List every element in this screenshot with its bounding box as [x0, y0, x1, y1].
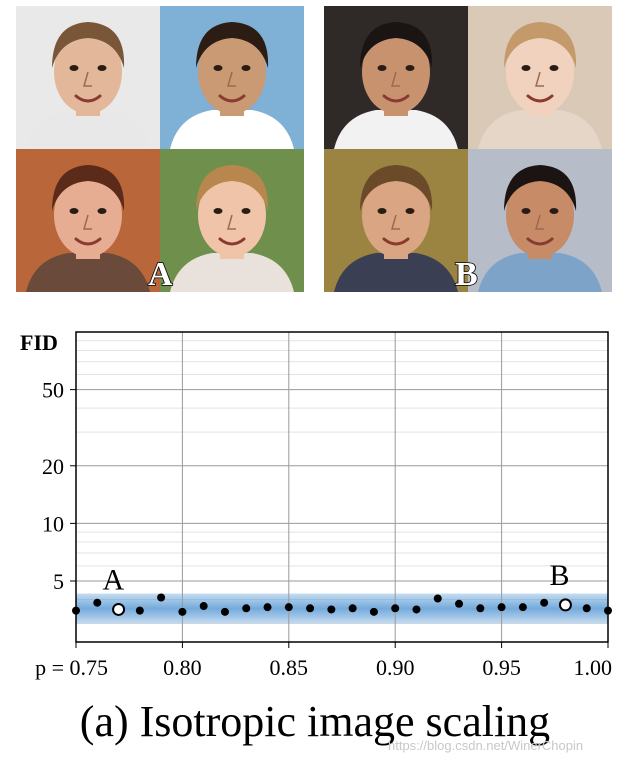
- data-point: [476, 604, 485, 613]
- data-point: [327, 605, 336, 614]
- x-tick-label: 0.90: [376, 655, 415, 680]
- grid-a-face-image-1: [16, 6, 160, 149]
- data-point: [455, 599, 464, 608]
- data-point: [93, 598, 102, 607]
- highlighted-data-point: [112, 602, 126, 616]
- data-point: [199, 602, 208, 611]
- fid-chart: 5 10 20 50 p = 0.75 0.80 0.85 0.90 0.95 1.00 FID A B: [20, 330, 613, 680]
- grid-b-face-image-1: [324, 6, 468, 149]
- point-annotation: A: [103, 563, 125, 596]
- grid-a-face-image-2: [160, 6, 304, 149]
- y-tick-label: 50: [42, 378, 64, 403]
- grid-a-face-image-3: [16, 149, 160, 292]
- grid-a-label: A: [147, 256, 173, 293]
- highlighted-data-point: [558, 598, 572, 612]
- y-tick-label: 5: [53, 569, 64, 594]
- watermark-text: https://blog.csdn.net/WinerChopin: [388, 738, 584, 753]
- y-axis-label: FID: [20, 330, 58, 355]
- data-point: [178, 607, 187, 616]
- fid-band: [76, 593, 608, 624]
- x-tick-label: p = 0.75: [35, 655, 108, 680]
- data-point: [157, 593, 166, 602]
- image-grid-b: [324, 6, 612, 292]
- x-tick-label: 0.95: [482, 655, 521, 680]
- data-point: [369, 607, 378, 616]
- data-point: [242, 604, 251, 613]
- data-point: [518, 603, 527, 612]
- data-point: [604, 606, 612, 615]
- y-tick-label: 20: [42, 454, 64, 479]
- data-point: [497, 603, 506, 612]
- grid-b-label: B: [454, 256, 478, 293]
- grid-b-face-image-3: [324, 149, 468, 292]
- grid-a-face-image-4: [160, 149, 304, 292]
- image-grid-a: [16, 6, 304, 292]
- data-point: [135, 606, 144, 615]
- x-tick-label: 1.00: [574, 655, 613, 680]
- x-tick-label: 0.85: [270, 655, 309, 680]
- point-annotation: B: [549, 559, 569, 592]
- grid-b-face-image-2: [468, 6, 612, 149]
- data-point: [72, 606, 80, 615]
- data-point: [348, 604, 357, 613]
- data-point: [284, 603, 293, 612]
- plot-frame: [75, 331, 609, 643]
- data-point: [412, 605, 421, 614]
- data-point: [391, 604, 400, 613]
- data-point: [433, 594, 442, 603]
- data-point: [220, 607, 229, 616]
- data-point: [306, 604, 315, 613]
- data-point: [540, 598, 549, 607]
- data-point: [582, 604, 591, 613]
- x-tick-label: 0.80: [163, 655, 202, 680]
- grid-b-face-image-4: [468, 149, 612, 292]
- figure-caption: (a) Isotropic image scaling: [79, 697, 551, 746]
- y-tick-label: 10: [42, 511, 64, 536]
- data-point: [263, 603, 272, 612]
